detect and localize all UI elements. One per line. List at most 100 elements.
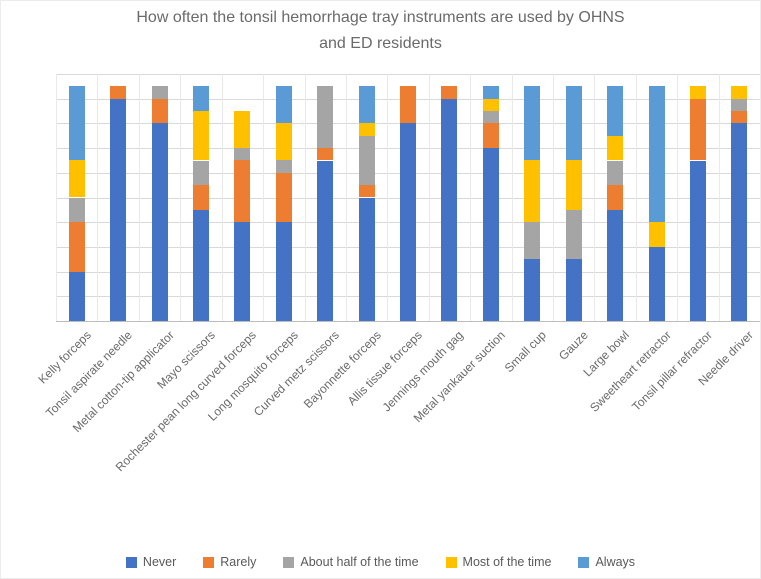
- bar-segment-sweetheart-retractor-s0: [648, 246, 665, 321]
- x-gridline: [677, 74, 679, 321]
- bar-segment-gauze-s4: [565, 86, 582, 161]
- chart-title: How often the tonsil hemorrhage tray ins…: [1, 5, 760, 57]
- bar-segment-mayo-scissors-s3: [192, 111, 209, 161]
- bar-segment-rochester-pean-long-curved-forceps-s3: [234, 111, 251, 148]
- y-gridline: [56, 74, 760, 75]
- bar-segment-kelly-forceps-s1: [68, 222, 85, 272]
- bar-segment-sweetheart-retractor-s3: [648, 222, 665, 247]
- bar-segment-curved-metz-scissors-s2: [317, 86, 334, 149]
- bar-segment-needle-driver-s3: [731, 86, 748, 99]
- legend-label: Most of the time: [462, 555, 552, 569]
- bar-segment-small-cup-s4: [524, 86, 541, 161]
- bar-segment-small-cup-s0: [524, 259, 541, 322]
- x-gridline: [56, 74, 57, 321]
- x-gridline: [345, 74, 347, 321]
- bar-segment-bayonnette-forceps-s0: [358, 197, 375, 321]
- x-gridline: [180, 74, 182, 321]
- bar-segment-metal-cotton-tip-applicator-s0: [151, 123, 168, 321]
- x-gridline: [387, 74, 389, 321]
- bar-segment-allis-tissue-forceps-s1: [400, 86, 416, 124]
- bar-segment-rochester-pean-long-curved-forceps-s0: [234, 222, 251, 321]
- bar-segment-metal-yankauer-suction-s0: [482, 148, 499, 321]
- chart-title-line1: How often the tonsil hemorrhage tray ins…: [136, 9, 625, 26]
- x-gridline: [304, 74, 306, 321]
- bar-segment-needle-driver-s2: [731, 98, 748, 111]
- x-gridline: [138, 74, 140, 321]
- bar-segment-gauze-s2: [565, 209, 582, 260]
- bar-segment-bayonnette-forceps-s4: [358, 86, 375, 124]
- bar-segment-large-bowl-s0: [607, 209, 624, 321]
- legend-item: Always: [578, 555, 635, 569]
- bar-segment-allis-tissue-forceps-s0: [400, 123, 416, 321]
- legend-label: Rarely: [220, 555, 257, 569]
- bar-segment-mayo-scissors-s4: [192, 86, 209, 112]
- bar-segment-large-bowl-s3: [607, 135, 624, 161]
- x-gridline: [263, 74, 265, 321]
- legend-label: Never: [142, 555, 177, 569]
- bar-segment-long-mosquito-forceps-s3: [275, 123, 292, 161]
- bar-segment-mayo-scissors-s0: [192, 209, 209, 321]
- x-gridline: [511, 74, 513, 321]
- bar-segment-rochester-pean-long-curved-forceps-s2: [234, 148, 251, 161]
- chart-title-line2: and ED residents: [319, 35, 442, 52]
- legend-item: Never: [125, 555, 177, 569]
- bar-segment-long-mosquito-forceps-s1: [275, 172, 292, 223]
- bar-segment-gauze-s3: [565, 160, 582, 210]
- legend-swatch-icon: [283, 556, 295, 568]
- bar-segment-kelly-forceps-s2: [68, 197, 85, 223]
- chart-legend: Never Rarely About half of the time Most of…: [1, 555, 760, 569]
- bar-segment-small-cup-s2: [524, 222, 541, 260]
- legend-swatch-icon: [203, 556, 215, 568]
- bar-segment-bayonnette-forceps-s2: [358, 135, 375, 186]
- legend-item: About half of the time: [283, 555, 419, 569]
- bar-segment-mayo-scissors-s1: [192, 185, 209, 210]
- bar-segment-long-mosquito-forceps-s4: [275, 86, 292, 124]
- bar-segment-tonsil-pillar-refractor-s0: [689, 160, 706, 321]
- x-axis-line: [56, 321, 760, 322]
- bar-segment-tonsil-aspirate-needle-s0: [110, 98, 127, 321]
- legend-swatch-icon: [445, 556, 457, 568]
- x-gridline: [221, 74, 223, 321]
- bar-segment-jennings-mouth-gag-s1: [441, 86, 458, 99]
- x-gridline: [594, 74, 596, 321]
- bar-segment-large-bowl-s4: [607, 86, 624, 136]
- legend-swatch-icon: [578, 556, 590, 568]
- bar-segment-long-mosquito-forceps-s0: [275, 222, 292, 321]
- bar-segment-metal-yankauer-suction-s1: [482, 123, 499, 149]
- bar-segment-needle-driver-s0: [731, 123, 748, 321]
- bar-segment-sweetheart-retractor-s4: [648, 86, 665, 223]
- bar-segment-tonsil-pillar-refractor-s1: [689, 98, 706, 161]
- bar-segment-bayonnette-forceps-s1: [358, 185, 375, 198]
- bar-segment-long-mosquito-forceps-s2: [275, 160, 292, 173]
- bar-segment-curved-metz-scissors-s1: [317, 148, 334, 161]
- x-gridline: [97, 74, 99, 321]
- x-gridline: [718, 74, 720, 321]
- bar-segment-kelly-forceps-s4: [68, 86, 85, 161]
- bar-segment-kelly-forceps-s0: [68, 271, 85, 321]
- bar-segment-small-cup-s3: [524, 160, 541, 223]
- bar-segment-tonsil-aspirate-needle-s1: [110, 86, 127, 99]
- bar-segment-jennings-mouth-gag-s0: [441, 98, 458, 321]
- x-gridline: [470, 74, 472, 321]
- bar-segment-large-bowl-s1: [607, 185, 624, 210]
- bar-segment-needle-driver-s1: [731, 111, 748, 124]
- bar-segment-metal-yankauer-suction-s3: [482, 98, 499, 111]
- legend-item: Most of the time: [445, 555, 552, 569]
- x-gridline: [635, 74, 637, 321]
- bar-segment-metal-cotton-tip-applicator-s1: [151, 98, 168, 124]
- x-gridline: [428, 74, 430, 321]
- legend-label: About half of the time: [300, 555, 419, 569]
- bar-segment-bayonnette-forceps-s3: [358, 123, 375, 136]
- bar-segment-metal-yankauer-suction-s2: [482, 111, 499, 124]
- bar-segment-kelly-forceps-s3: [68, 160, 85, 198]
- legend-label: Always: [595, 555, 636, 569]
- bar-segment-metal-cotton-tip-applicator-s2: [151, 86, 168, 99]
- legend-swatch-icon: [125, 556, 137, 568]
- legend-item: Rarely: [203, 555, 256, 569]
- bar-segment-tonsil-pillar-refractor-s3: [689, 86, 706, 99]
- bar-segment-large-bowl-s2: [607, 160, 624, 186]
- bar-segment-gauze-s0: [565, 259, 582, 322]
- bar-segment-mayo-scissors-s2: [192, 160, 209, 186]
- bar-segment-curved-metz-scissors-s0: [317, 160, 334, 321]
